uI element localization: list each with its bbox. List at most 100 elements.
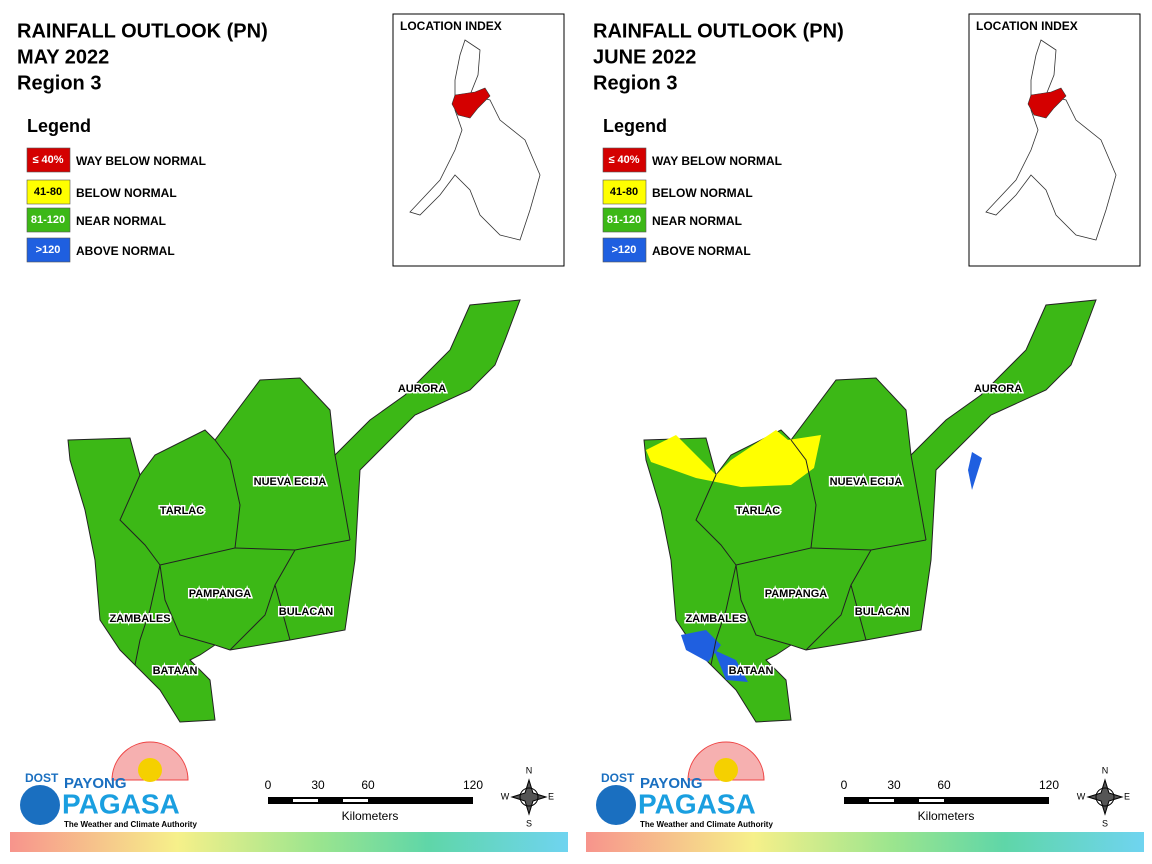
legend-swatch [602,179,647,205]
logo-agency: DOST [601,771,635,785]
province-border [334,454,351,541]
compass-letter: S [526,818,532,828]
logo-agency: DOST [25,771,59,785]
logo-seal [596,785,636,825]
legend-label: ABOVE NORMAL [76,244,175,258]
province-border [274,584,291,641]
province-label: ZAMBALES [685,613,746,625]
logo-top: PAYONG [64,775,127,792]
legend-range: 81-120 [31,214,65,226]
scale-segment [293,799,318,802]
compass-letter: E [548,791,554,801]
outlook-zone [968,452,982,490]
legend-label: BELOW NORMAL [652,186,753,200]
scale-segment [343,799,368,802]
legend-range: 41-80 [34,186,62,198]
title-line: JUNE 2022 [593,46,696,68]
province-border [710,564,737,666]
scale-segment [919,799,944,802]
province-label: PAMPANGA [189,588,252,600]
province-label: AURORA [398,383,446,395]
inset-title: LOCATION INDEX [976,19,1078,33]
compass-letter: W [501,791,510,801]
scale-bar [268,797,473,804]
region-land [67,299,521,723]
compass-letter: S [1102,818,1108,828]
scale-unit: Kilometers [342,809,399,823]
legend-label: WAY BELOW NORMAL [76,154,206,168]
outlook-zone [646,430,821,487]
province-label: ZAMBALES [109,613,170,625]
scale-segment [869,799,894,802]
scale-tick: 0 [265,778,272,792]
compass-ring [1095,787,1115,807]
province-border [735,564,792,646]
logo-top: PAYONG [640,775,703,792]
legend-swatch [26,207,71,233]
province-label: TARLAC [160,505,204,517]
compass-rose [1086,778,1124,816]
legend-label: WAY BELOW NORMAL [652,154,782,168]
province-label: PAMPANGA [765,588,828,600]
title-line: Region 3 [593,72,677,94]
province-border [805,549,872,651]
legend-title: Legend [603,116,667,136]
province-border [159,564,216,646]
compass-letter: W [1077,791,1086,801]
scale-tick: 120 [463,778,483,792]
color-band [586,832,1144,852]
legend-range: >120 [612,244,637,256]
compass-ring [519,787,539,807]
province-border [159,439,241,566]
title-line: MAY 2022 [17,46,109,68]
scale-tick: 30 [887,778,901,792]
legend-label: BELOW NORMAL [76,186,177,200]
logo-name: PAGASA [638,788,756,819]
scale-tick: 120 [1039,778,1059,792]
scale-tick: 60 [361,778,375,792]
scale-bar [844,797,1049,804]
outlook-zone [714,650,748,682]
province-label: TARLAC [736,505,780,517]
legend-range: ≤ 40% [32,154,63,166]
logo-name: PAGASA [62,788,180,819]
logo-tagline: The Weather and Climate Authority [64,820,197,829]
inset-region [451,87,491,119]
color-band [10,832,568,852]
logo-tagline: The Weather and Climate Authority [640,820,773,829]
panel: RAINFALL OUTLOOK (PN) MAY 2022 Region 3 Leg… [10,13,568,852]
legend-range: >120 [36,244,61,256]
inset-title: LOCATION INDEX [400,19,502,33]
outlook-zone [681,630,721,662]
legend-swatch [26,237,71,263]
province-label: BATAAN [153,665,198,677]
compass-letter: N [1102,765,1109,775]
legend-range: ≤ 40% [608,154,639,166]
compass-letter: E [1124,791,1130,801]
inset-region [1027,87,1067,119]
region-land [643,299,1097,723]
province-border [119,474,161,566]
legend-title: Legend [27,116,91,136]
legend-label: NEAR NORMAL [76,214,166,228]
province-label: NUEVA ECIJA [830,476,903,488]
title-line: Region 3 [17,72,101,94]
logo-sun [138,758,162,782]
title-line: RAINFALL OUTLOOK (PN) [593,20,844,42]
logo-sun [714,758,738,782]
province-border [695,474,737,566]
legend-label: NEAR NORMAL [652,214,742,228]
province-label: BULACAN [279,606,333,618]
province-border [910,454,927,541]
compass-rose [510,778,548,816]
compass-letter: N [526,765,533,775]
scale-tick: 0 [841,778,848,792]
legend-swatch [26,179,71,205]
province-border [134,564,161,666]
legend-swatch [26,147,71,173]
scale-unit: Kilometers [918,809,975,823]
legend-label: ABOVE NORMAL [652,244,751,258]
province-label: BATAAN [729,665,774,677]
panel: RAINFALL OUTLOOK (PN) JUNE 2022 Region 3 Le… [586,13,1144,852]
